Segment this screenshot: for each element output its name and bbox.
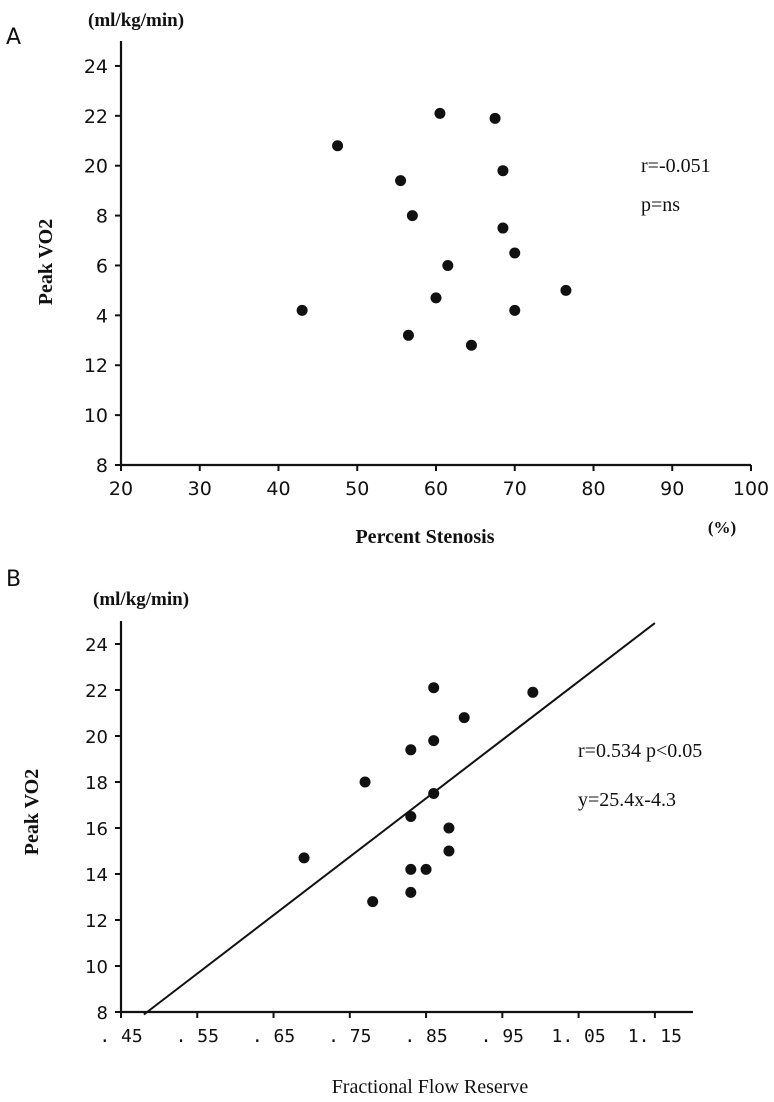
data-point [428,735,440,747]
data-points [298,682,539,908]
x-tick-label: 30 [188,478,212,500]
data-point [443,845,455,857]
panel-b: B (ml/kg/min) Peak VO2 Fractional Flow R… [6,567,702,1098]
y-tick-label: 14 [85,865,108,886]
x-tick-label: 70 [503,478,527,500]
data-point [296,304,308,316]
y-tick-label: 10 [85,957,108,978]
x-tick-label: . 45 [99,1026,142,1047]
data-point [405,811,417,822]
data-point [497,165,509,177]
data-point [458,712,470,724]
data-point [465,339,477,351]
correlation-annotation: r=-0.051 [641,155,711,177]
x-axis-label: Percent Stenosis [355,526,494,548]
data-point [367,896,379,908]
x-tick-label: . 65 [252,1026,295,1047]
x-tick-label: . 95 [481,1026,524,1047]
x-tick-label: 100 [733,478,769,500]
panel-a: A (ml/kg/min) Peak VO2 Percent Stenosis … [6,10,769,548]
y-tick-label: 12 [85,911,108,932]
x-tick-label: . 85 [404,1026,447,1047]
x-tick-label: . 55 [176,1026,219,1047]
x-unit-label: (%) [708,518,736,537]
data-point [560,284,572,296]
x-tick-label: 1. 05 [552,1026,606,1047]
x-tick-label: 1. 15 [628,1026,682,1047]
y-tick-label: 24 [85,635,108,656]
data-point [332,140,344,152]
unit-label: (ml/kg/min) [93,589,189,610]
y-tick-label: 4 [96,305,108,327]
data-point [497,222,509,234]
correlation-annotation: r=0.534 p<0.05 [578,740,702,762]
x-tick-label: 20 [109,478,133,500]
data-point [428,682,440,694]
y-tick-label: 22 [85,681,108,702]
y-tick-label: 12 [84,355,108,377]
data-point [406,210,418,222]
x-axis-label: Fractional Flow Reserve [332,1076,529,1098]
panel-label: B [6,567,21,592]
data-point [395,175,407,187]
y-tick-label: 8 [97,1003,108,1024]
data-point [405,863,417,875]
y-axis-label: Peak VO2 [21,769,43,855]
data-point [442,259,454,271]
y-tick-label: 8 [96,206,108,228]
y-tick-label: 20 [84,156,108,178]
data-point [420,863,432,875]
y-tick-label: 16 [85,819,108,840]
data-point [489,112,501,124]
data-point [527,686,539,698]
data-point [405,886,417,898]
regression-equation: y=25.4x-4.3 [578,789,676,811]
p-value-annotation: p=ns [641,194,680,216]
y-tick-label: 20 [85,727,108,748]
unit-label: (ml/kg/min) [88,10,184,31]
x-tick-label: 50 [345,478,369,500]
data-point [509,247,521,259]
y-tick-label: 8 [96,455,108,477]
y-tick-label: 10 [84,405,108,427]
data-point [402,329,414,341]
regression-line [143,622,656,1016]
data-point [405,744,417,756]
data-point [443,822,455,834]
x-tick-label: 60 [424,478,448,500]
y-tick-label: 24 [84,56,108,78]
y-axis-label: Peak VO2 [35,219,57,305]
data-point [434,107,446,119]
panel-label: A [6,25,21,50]
y-tick-label: 6 [96,255,108,277]
data-point [509,304,521,316]
data-point [428,788,440,799]
data-points [296,107,572,351]
data-point [298,852,310,864]
x-tick-label: 90 [660,478,684,500]
data-point [359,776,371,788]
x-tick-label: . 75 [328,1026,371,1047]
data-point [430,292,442,304]
x-tick-label: 40 [266,478,290,500]
axis-ticks: 8 10 12 14 16 18 20 22 24 . 45 . 55 . 65 . 75 . 85 . 9… [85,635,682,1047]
y-tick-label: 18 [85,773,108,794]
y-tick-label: 22 [84,106,108,128]
x-tick-label: 80 [581,478,605,500]
